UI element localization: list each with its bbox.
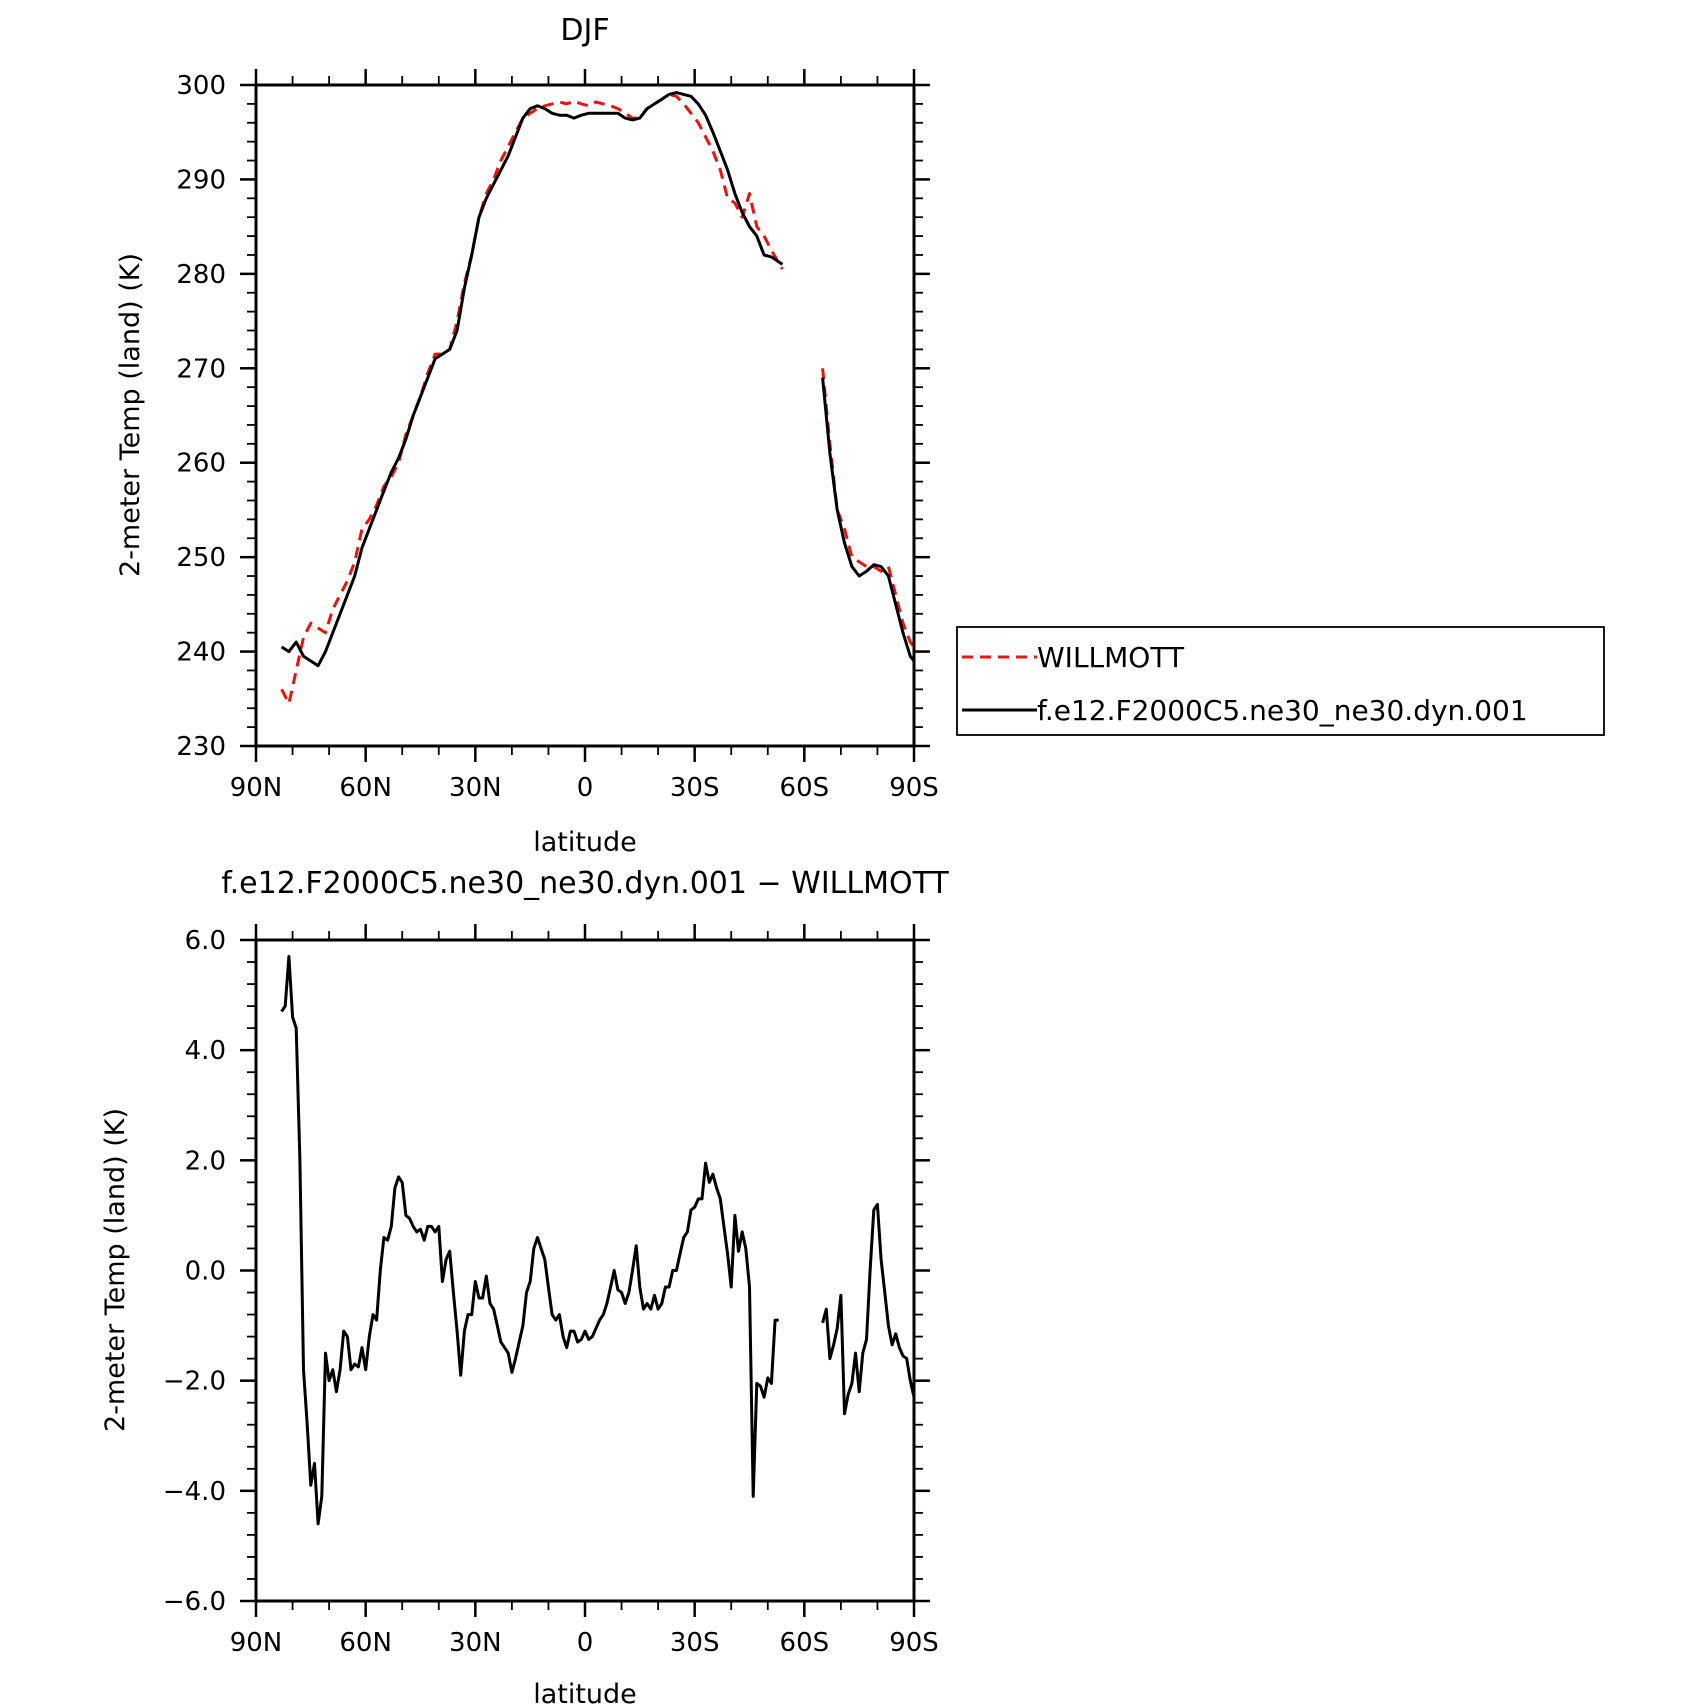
bottom-panel-difference: f.e12.F2000C5.ne30_ne30.dyn.001 − WILLMO… <box>100 866 949 1708</box>
y-tick-label: 4.0 <box>185 1036 226 1066</box>
y-tick-label: 240 <box>176 638 226 668</box>
series-line-1-0-segment-1 <box>821 1202 916 1416</box>
top-panel-djf: DJF 230 240 250 260 270 280 290 300 90N 60N 30N 0 30… <box>115 13 939 858</box>
y-tick-label: −6.0 <box>163 1587 226 1617</box>
x-tick-label: 0 <box>577 773 594 803</box>
legend-frame <box>956 626 1605 736</box>
y-tick-label: 290 <box>176 165 226 195</box>
y-tick-label: 6.0 <box>185 926 226 956</box>
x-tick-label: 30S <box>670 1628 720 1658</box>
y-tick-label: −2.0 <box>163 1367 226 1397</box>
x-tick-label: 30N <box>449 773 502 803</box>
top-y-axis-label: 2-meter Temp (land) (K) <box>115 253 146 577</box>
bottom-x-axis-label: latitude <box>533 1679 637 1708</box>
legend-model-label: f.e12.F2000C5.ne30_ne30.dyn.001 <box>1037 694 1528 727</box>
x-tick-label: 30N <box>449 1628 502 1658</box>
top-x-axis-label: latitude <box>533 827 637 858</box>
y-tick-label: 2.0 <box>185 1146 226 1176</box>
top-plot-lines <box>280 91 916 705</box>
x-tick-label: 60S <box>780 1628 830 1658</box>
bottom-y-axis-label: 2-meter Temp (land) (K) <box>100 1108 131 1432</box>
y-tick-label: 270 <box>176 354 226 384</box>
x-tick-label: 60S <box>780 773 830 803</box>
y-tick-label: 250 <box>176 543 226 573</box>
x-tick-label: 0 <box>577 1628 594 1658</box>
series-line-0-0-segment-0 <box>280 92 784 705</box>
top-plot-frame <box>254 83 916 748</box>
x-tick-label: 90N <box>230 1628 283 1658</box>
bottom-chart-title: f.e12.F2000C5.ne30_ne30.dyn.001 − WILLMO… <box>221 866 949 901</box>
x-tick-label: 90S <box>889 1628 939 1658</box>
y-tick-label: 230 <box>176 732 226 762</box>
x-tick-label: 90S <box>889 773 939 803</box>
x-tick-label: 90N <box>230 773 283 803</box>
series-line-0-1-segment-1 <box>821 377 916 662</box>
bottom-plot-frame <box>254 938 916 1603</box>
legend: WILLMOTT f.e12.F2000C5.ne30_ne30.dyn.001 <box>956 626 1605 736</box>
bottom-plot-lines <box>280 955 916 1526</box>
y-tick-label: 0.0 <box>185 1257 226 1287</box>
y-tick-label: 280 <box>176 260 226 290</box>
x-tick-label: 60N <box>339 773 392 803</box>
top-chart-title: DJF <box>560 13 609 48</box>
series-line-0-1-segment-0 <box>280 91 784 668</box>
y-tick-label: 300 <box>176 71 226 101</box>
legend-willmott-label: WILLMOTT <box>1037 641 1185 674</box>
x-tick-label: 30S <box>670 773 720 803</box>
series-line-1-0-segment-0 <box>280 955 779 1526</box>
y-tick-label: 260 <box>176 449 226 479</box>
y-tick-label: −4.0 <box>163 1477 226 1507</box>
x-tick-label: 60N <box>339 1628 392 1658</box>
bottom-axis-ticks: −6.0 −4.0 −2.0 0.0 2.0 4.0 6.0 90N 60N 30N 0 30S 60S… <box>163 924 939 1658</box>
